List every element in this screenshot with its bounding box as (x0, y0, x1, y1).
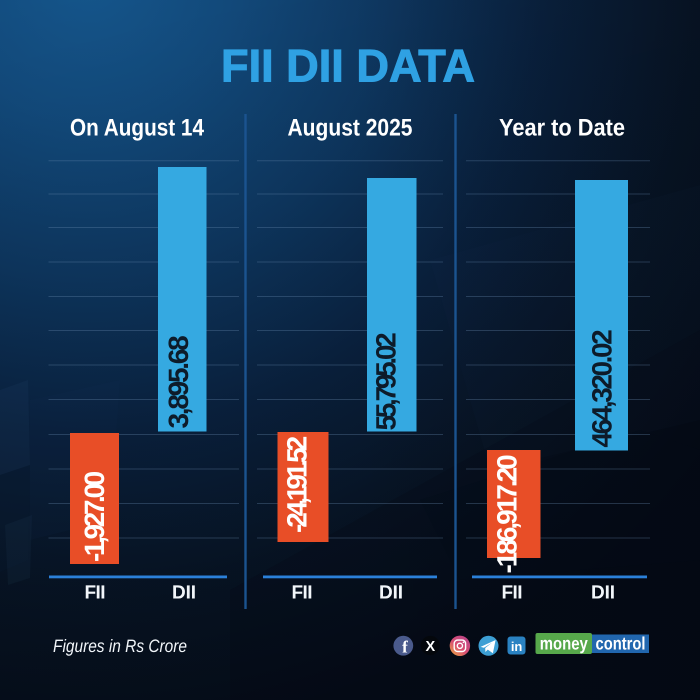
svg-text:55,795.02: 55,795.02 (371, 332, 402, 431)
svg-text:464,320.02: 464,320.02 (587, 329, 618, 448)
svg-text:DII: DII (379, 583, 403, 604)
svg-text:-24,191.52: -24,191.52 (282, 435, 313, 533)
svg-text:On August 14: On August 14 (70, 115, 205, 142)
svg-text:FII: FII (292, 583, 313, 604)
svg-text:X: X (425, 639, 435, 655)
svg-text:3,895.68: 3,895.68 (163, 335, 194, 429)
svg-text:DII: DII (591, 583, 615, 604)
svg-text:-186,917.20: -186,917.20 (492, 454, 523, 574)
svg-text:f: f (402, 638, 408, 657)
svg-text:Figures in Rs Crore: Figures in Rs Crore (53, 636, 187, 656)
svg-text:Year to Date: Year to Date (499, 115, 625, 142)
svg-text:FII DII DATA: FII DII DATA (221, 40, 475, 92)
svg-text:FII: FII (502, 583, 523, 604)
svg-text:FII: FII (85, 583, 106, 604)
svg-text:control: control (596, 634, 646, 654)
svg-text:money: money (540, 634, 588, 654)
svg-text:August 2025: August 2025 (288, 115, 413, 142)
svg-text:in: in (511, 639, 523, 654)
svg-text:DII: DII (172, 583, 196, 604)
svg-text:-1,927.00: -1,927.00 (79, 470, 110, 562)
